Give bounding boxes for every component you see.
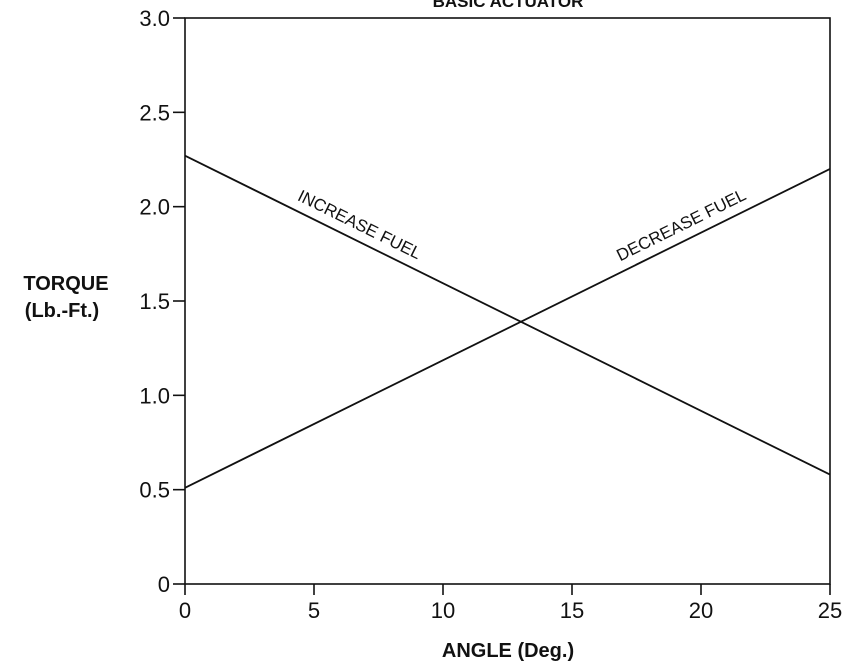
y-tick-label: 2.0: [139, 195, 170, 220]
x-tick-label: 15: [560, 598, 584, 623]
x-axis-title: ANGLE (Deg.): [442, 640, 574, 662]
y-axis-title: TORQUE (Lb.-Ft.): [23, 273, 108, 322]
y-tick-label: 1.0: [139, 383, 170, 408]
x-tick-label: 0: [179, 598, 191, 623]
y-axis-title-line-1: TORQUE: [23, 273, 108, 295]
plot-frame: [184, 17, 831, 585]
y-tick-label: 0: [158, 572, 170, 597]
series-label-0: INCREASE FUEL: [295, 186, 425, 263]
x-tick-label: 5: [308, 598, 320, 623]
y-tick-label: 2.5: [139, 100, 170, 125]
x-tick-label: 25: [818, 598, 842, 623]
series-line-1: [184, 168, 831, 489]
y-tick-label: 3.0: [139, 6, 170, 31]
plot-area: 0 0.5 1.0 1.5 2.0 2.5 3.0 0 5 10 15 20 25 INCREASE FU…: [139, 6, 842, 623]
y-axis-title-line-2: (Lb.-Ft.): [25, 300, 99, 322]
chart-title: BASIC ACTUATOR: [433, 0, 584, 11]
x-tick-label: 10: [431, 598, 455, 623]
y-tick-label: 0.5: [139, 478, 170, 503]
x-tick-label: 20: [689, 598, 713, 623]
series-label-1: DECREASE FUEL: [614, 185, 749, 265]
series-line-0: [184, 154, 831, 476]
y-tick-label: 1.5: [139, 289, 170, 314]
